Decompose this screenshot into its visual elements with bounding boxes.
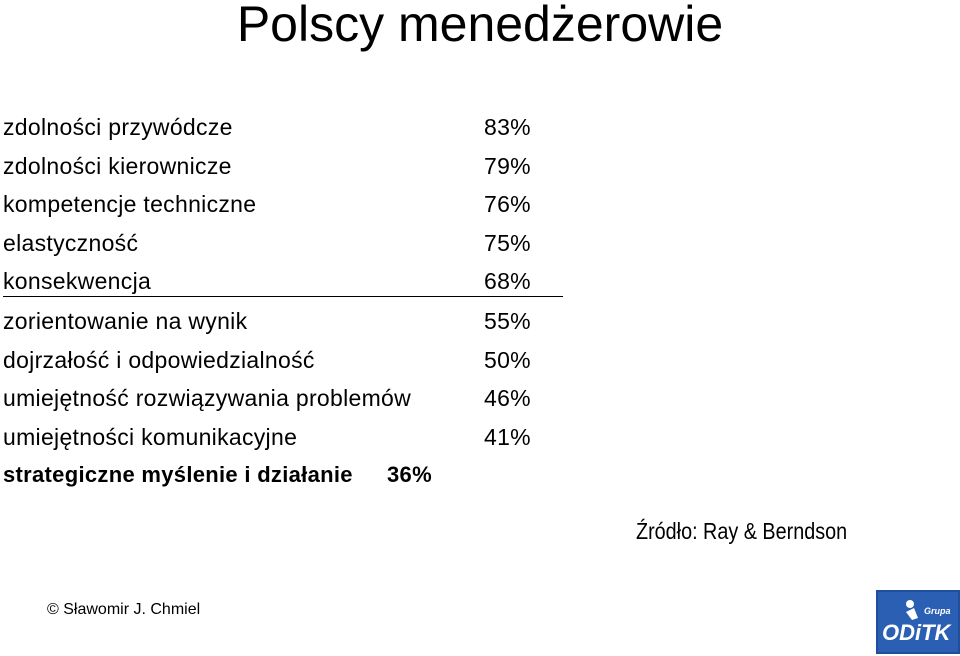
item-value: 50% [484, 346, 531, 373]
item-value: 36% [387, 462, 432, 488]
item-value: 83% [484, 114, 531, 140]
item-label: dojrzałość i odpowiedzialność [3, 346, 315, 373]
item-label: konsekwencja [3, 268, 152, 295]
item-value: 76% [484, 191, 531, 218]
item-label: zorientowanie na wynik [3, 307, 248, 334]
list-item: konsekwencja 68% [3, 262, 563, 298]
list-item: umiejętność rozwiązywania problemów 46% [3, 379, 563, 418]
list-item: dojrzałość i odpowiedzialność 50% [3, 341, 563, 380]
item-label: umiejętność rozwiązywania problemów [3, 385, 412, 412]
list-item: umiejętności komunikacyjne 41% [3, 418, 563, 457]
ranking-list: zdolności przywódcze 83% zdolności kiero… [3, 108, 563, 495]
list-item: zorientowanie na wynik 55% [3, 302, 563, 341]
item-label: kompetencje techniczne [3, 191, 257, 218]
list-item: kompetencje techniczne 76% [3, 185, 563, 224]
item-label: zdolności przywódcze [3, 114, 233, 140]
list-item: zdolności kierownicze 79% [3, 147, 563, 186]
item-value: 55% [484, 307, 531, 334]
item-label: umiejętności komunikacyjne [3, 423, 298, 450]
logo-name: ODiTK [882, 620, 953, 645]
item-value: 41% [484, 423, 531, 450]
list-item: elastyczność 75% [3, 224, 563, 263]
item-value: 46% [484, 385, 531, 412]
item-value: 75% [484, 229, 531, 256]
copyright-note: © Sławomir J. Chmiel [47, 601, 201, 618]
list-item: zdolności przywódcze 83% [3, 108, 563, 147]
item-value: 68% [484, 268, 531, 295]
item-label: zdolności kierownicze [3, 152, 232, 179]
oditk-logo: Grupa ODiTK [876, 590, 960, 654]
item-value: 79% [484, 152, 531, 179]
item-label: strategiczne myślenie i działanie [3, 462, 353, 488]
logo-small-text: Grupa [924, 606, 951, 616]
source-note: Źródło: Ray & Berndson [636, 518, 848, 544]
list-item: strategiczne myślenie i działanie 36% [3, 456, 563, 495]
page-title: Polscy menedżerowie [236, 0, 724, 52]
item-label: elastyczność [3, 229, 139, 256]
